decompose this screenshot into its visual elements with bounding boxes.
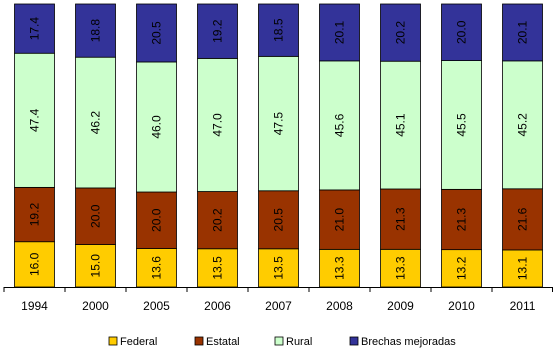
legend-label-brechas-mejoradas: Brechas mejoradas [361,336,456,348]
bar-brechas-mejoradas-2005 [136,3,177,63]
data-label-estatal-2008: 21.0 [333,208,347,232]
data-label-federal-1994: 16.0 [28,252,42,276]
legend-swatch-brechas-mejoradas [349,336,359,346]
bar-brechas-mejoradas-1994 [14,3,55,54]
data-label-brechas-mejoradas-2005: 20.5 [150,21,164,45]
legend-item-brechas-mejoradas: Brechas mejoradas [349,336,456,348]
legend-label-federal: Federal [120,336,157,348]
data-label-estatal-2009: 21.3 [394,207,408,231]
bar-brechas-mejoradas-2010 [441,3,482,61]
data-label-rural-2005: 46.0 [150,115,164,139]
bar-estatal-2000 [75,187,116,245]
bar-estatal-2007 [258,190,299,250]
x-axis-tick-labels: 1994 2000 2005 2006 2007 2008 2009 2010 2011 [21,299,536,313]
data-label-rural-2009: 45.1 [394,113,408,137]
bar-rural-2000 [75,56,116,189]
bar-estatal-1994 [14,186,55,243]
data-label-estatal-2005: 20.0 [150,208,164,232]
data-label-brechas-mejoradas-2010: 20.0 [455,20,469,44]
x-tick-label-2006: 2006 [204,299,231,313]
data-label-federal-2008: 13.3 [333,256,347,280]
data-label-federal-2007: 13.5 [272,256,286,280]
data-label-estatal-1994: 19.2 [28,203,42,227]
data-label-estatal-2011: 21.6 [516,207,530,231]
x-tick-label-2005: 2005 [143,299,170,313]
data-label-federal-2000: 15.0 [89,254,103,278]
legend-label-rural: Rural [286,336,312,348]
data-label-federal-2005: 13.6 [150,256,164,280]
legend-swatch-rural [274,336,284,346]
legend-item-estatal: Estatal [194,336,240,348]
bar-federal-2010 [441,249,482,288]
x-tick-label-2011: 2011 [510,299,536,313]
bars-group: 16.0 19.2 47.4 17.4 15.0 20.0 46.2 18.8 13.6 20.0… [14,3,543,288]
legend-swatch-federal [108,336,118,346]
data-label-rural-2000: 46.2 [89,111,103,135]
data-label-rural-1994: 47.4 [28,108,42,132]
x-tick-label-2010: 2010 [448,299,475,313]
legend-label-estatal: Estatal [206,336,240,348]
data-label-federal-2010: 13.2 [455,256,469,280]
bar-estatal-2010 [441,188,482,251]
data-label-rural-2006: 47.0 [211,113,225,137]
data-label-brechas-mejoradas-2000: 18.8 [89,19,103,43]
data-label-brechas-mejoradas-2008: 20.1 [333,20,347,44]
bar-brechas-mejoradas-2006 [197,3,238,59]
bar-estatal-2009 [380,188,421,250]
bar-federal-2007 [258,248,299,288]
bar-rural-2011 [502,60,543,190]
bar-rural-2007 [258,55,299,192]
data-label-estatal-2007: 20.5 [272,208,286,232]
bar-estatal-2011 [502,188,543,251]
x-tick-label-1994: 1994 [21,299,48,313]
legend-item-federal: Federal [108,336,157,348]
x-axis-ticks [3,287,553,292]
data-label-federal-2006: 13.5 [211,256,225,280]
bar-rural-2006 [197,57,238,192]
data-label-estatal-2010: 21.3 [455,208,469,232]
x-tick-label-2009: 2009 [387,299,414,313]
data-label-estatal-2006: 20.2 [211,208,225,232]
bar-federal-1994 [14,241,55,288]
x-tick-label-2008: 2008 [326,299,353,313]
legend-item-rural: Rural [274,336,312,348]
bar-estatal-2005 [136,191,177,249]
bar-rural-2009 [380,60,421,190]
data-label-brechas-mejoradas-2011: 20.1 [516,20,530,44]
bar-brechas-mejoradas-2000 [75,3,116,58]
bar-rural-2008 [319,60,360,191]
data-label-estatal-2000: 20.0 [89,204,103,228]
data-label-rural-2011: 45.2 [516,113,530,137]
data-label-rural-2010: 45.5 [455,113,469,137]
bar-brechas-mejoradas-2011 [502,3,543,62]
bar-rural-2005 [136,61,177,193]
data-label-brechas-mejoradas-2006: 19.2 [211,19,225,43]
data-label-brechas-mejoradas-1994: 17.4 [28,17,42,41]
bar-brechas-mejoradas-2008 [319,3,360,62]
data-label-brechas-mejoradas-2009: 20.2 [394,21,408,45]
x-tick-label-2000: 2000 [82,299,109,313]
bar-brechas-mejoradas-2007 [258,3,299,57]
data-label-brechas-mejoradas-2007: 18.5 [272,18,286,42]
data-label-federal-2009: 13.3 [394,256,408,280]
bar-brechas-mejoradas-2009 [380,3,421,62]
bar-federal-2008 [319,248,360,288]
legend-swatch-estatal [194,336,204,346]
legend: Federal Estatal Rural Brechas mejoradas [108,336,456,348]
data-label-rural-2007: 47.5 [272,112,286,136]
x-tick-label-2007: 2007 [265,299,292,313]
data-label-rural-2008: 45.6 [333,113,347,137]
data-label-federal-2011: 13.1 [516,256,530,280]
